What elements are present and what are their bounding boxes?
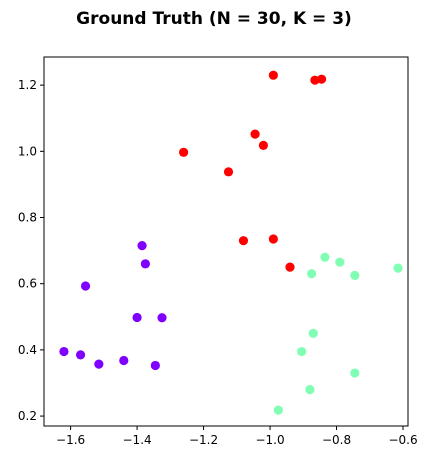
chart-title: Ground Truth (N = 30, K = 3)	[76, 9, 352, 29]
scatter-point-cluster-3	[285, 262, 295, 272]
x-tick-label: −1.0	[255, 433, 284, 447]
scatter-point-cluster-1	[137, 241, 147, 251]
y-tick-label: 1.0	[18, 144, 37, 158]
data-points	[59, 70, 403, 415]
x-tick-label: −0.6	[388, 433, 417, 447]
scatter-point-cluster-3	[258, 140, 268, 150]
scatter-point-cluster-2	[350, 270, 360, 281]
scatter-point-cluster-2	[305, 384, 315, 395]
scatter-point-cluster-3	[268, 234, 278, 244]
scatter-point-cluster-2	[393, 263, 403, 273]
scatter-point-cluster-1	[119, 355, 129, 366]
scatter-point-cluster-2	[297, 346, 307, 357]
scatter-point-cluster-1	[94, 359, 104, 369]
x-tick-label: −1.4	[123, 433, 152, 447]
scatter-point-cluster-3	[179, 147, 189, 157]
scatter-point-cluster-3	[223, 167, 234, 177]
y-tick-label: 0.8	[18, 211, 37, 225]
x-tick-label: −1.2	[189, 433, 218, 447]
scatter-point-cluster-1	[157, 313, 167, 323]
y-tick-label: 0.6	[18, 277, 37, 291]
scatter-point-cluster-3	[250, 129, 260, 139]
scatter-point-cluster-3	[238, 236, 249, 246]
scatter-point-cluster-3	[316, 74, 327, 84]
scatter-point-cluster-2	[306, 269, 317, 279]
scatter-point-cluster-2	[320, 252, 330, 262]
scatter-point-cluster-3	[268, 70, 278, 80]
scatter-point-cluster-2	[350, 368, 360, 378]
scatter-point-cluster-1	[75, 350, 86, 360]
y-tick-label: 1.2	[18, 78, 37, 92]
scatter-point-cluster-1	[59, 346, 69, 357]
x-tick-label: −1.6	[56, 433, 85, 447]
scatter-point-cluster-2	[308, 328, 318, 338]
scatter-point-cluster-1	[80, 281, 91, 291]
scatter-point-cluster-1	[140, 259, 150, 269]
scatter-point-cluster-1	[132, 312, 142, 323]
scatter-point-cluster-1	[150, 360, 160, 371]
y-tick-label: 0.2	[18, 409, 37, 423]
scatter-point-cluster-2	[273, 405, 283, 415]
y-tick-label: 0.4	[18, 343, 37, 357]
plot-frame	[43, 56, 409, 427]
axes: −1.6 −1.4 −1.2 −1.0 −0.8 −0.6 0.2 0.4 0.6 0.8 1.0 1…	[18, 78, 418, 447]
scatter-point-cluster-2	[335, 257, 345, 267]
x-tick-label: −0.8	[322, 433, 351, 447]
